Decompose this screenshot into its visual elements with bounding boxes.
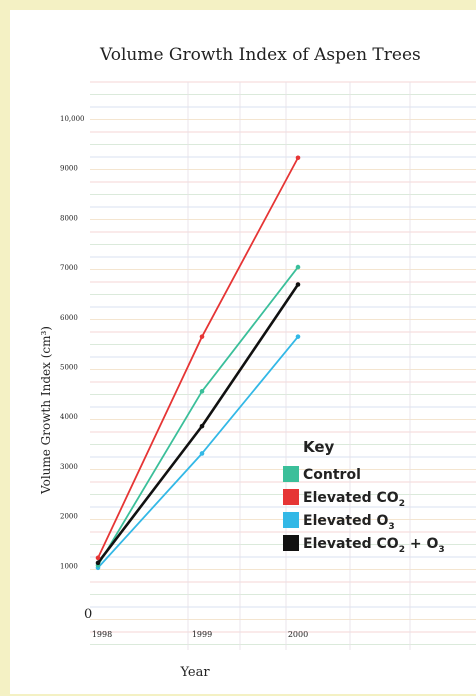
data-point [199,334,205,339]
y-tick-label: 8000 [60,214,78,222]
data-point [199,389,205,394]
data-point [295,282,301,287]
y-tick-label: 3000 [60,463,78,471]
legend-swatch [283,535,299,551]
legend-title: Key [303,438,335,456]
y-tick-label: 0 [84,607,92,622]
data-point [295,264,301,270]
data-point [295,334,301,339]
legend-swatch [283,489,299,505]
x-tick-label: 1998 [92,630,112,639]
legend-label: Control [303,467,361,483]
legend-label: Elevated CO2 [303,490,405,509]
legend: Key Control Elevated CO2 Elevated O3 Elevate… [283,438,445,555]
x-tick-label: 2000 [288,630,308,639]
series-line [97,266,299,566]
legend-label: Elevated CO2 + O3 [303,536,445,555]
data-point [199,423,205,429]
y-tick-label: 7000 [60,264,78,272]
series-line [96,283,300,564]
legend-swatch [283,466,299,482]
data-point [95,555,101,561]
data-point [95,560,101,566]
y-tick-label: 6000 [60,314,78,322]
y-tick-label: 9000 [60,165,78,173]
y-tick-label: 4000 [60,413,78,421]
series-line [97,157,299,559]
x-axis-label: Year [179,665,210,680]
line-chart: Volume Growth Index of Aspen Trees Volum… [39,45,476,680]
y-tick-label: 5000 [60,364,78,372]
chart-title: Volume Growth Index of Aspen Trees [99,45,421,65]
x-tick-label: 1999 [192,630,212,639]
data-point [295,155,301,161]
y-tick-label: 1000 [60,562,78,570]
legend-label: Elevated O3 [303,513,395,532]
legend-swatch [283,512,299,528]
y-axis-label: Volume Growth Index (cm³) [39,326,53,495]
data-point [199,451,205,456]
y-tick-label: 2000 [60,513,78,521]
series-line [97,336,299,569]
graph-paper: Volume Growth Index of Aspen Trees Volum… [10,10,476,694]
y-tick-label: 10,000 [60,115,85,123]
